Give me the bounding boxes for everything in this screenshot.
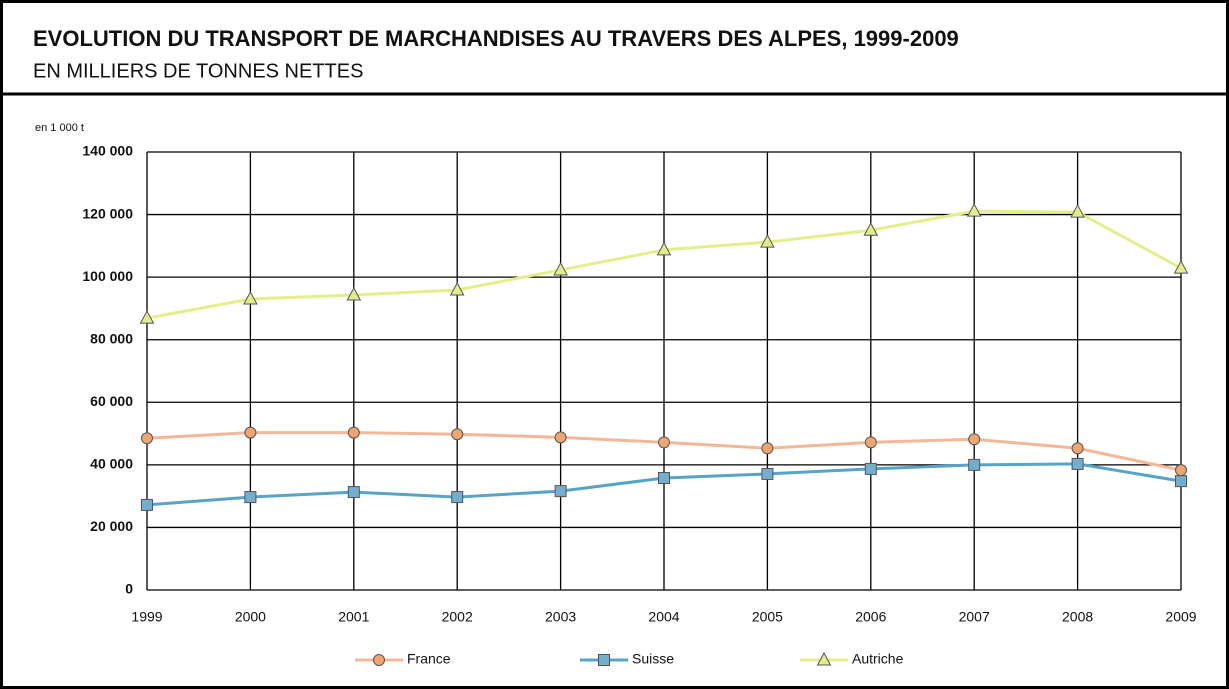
marker — [244, 426, 257, 439]
y-tick-label: 0 — [125, 581, 133, 597]
marker — [451, 428, 464, 441]
x-tick-label: 2006 — [855, 609, 886, 625]
chart-title: EVOLUTION DU TRANSPORT DE MARCHANDISES A… — [33, 26, 959, 51]
marker — [1173, 260, 1189, 274]
legend-label: France — [407, 651, 451, 667]
y-axis-label: en 1 000 t — [35, 122, 84, 134]
marker — [554, 485, 567, 498]
marker — [451, 491, 464, 504]
chart-subtitle: EN MILLIERS DE TONNES NETTES — [33, 60, 363, 82]
y-tick-label: 100 000 — [82, 268, 133, 284]
marker — [243, 290, 258, 305]
y-tick-label: 40 000 — [90, 456, 133, 472]
marker — [347, 486, 360, 499]
x-tick-label: 2005 — [752, 609, 783, 625]
marker — [1175, 464, 1187, 477]
marker — [141, 498, 153, 511]
y-tick-label: 60 000 — [90, 393, 133, 409]
marker — [864, 436, 877, 449]
marker — [346, 286, 362, 301]
marker — [554, 431, 567, 444]
y-tick-label: 80 000 — [90, 330, 133, 346]
marker — [347, 426, 360, 439]
marker — [968, 458, 981, 471]
marker — [139, 310, 155, 324]
x-tick-label: 2003 — [545, 609, 576, 625]
marker — [761, 442, 774, 455]
marker — [760, 234, 775, 248]
x-tick-label: 2008 — [1062, 609, 1093, 625]
marker — [863, 222, 879, 236]
marker — [968, 433, 981, 446]
marker — [816, 651, 832, 666]
marker — [553, 261, 568, 276]
x-tick-label: 2002 — [442, 609, 473, 625]
marker — [373, 654, 385, 666]
marker — [658, 436, 670, 449]
marker — [1071, 457, 1084, 470]
x-tick-label: 1999 — [131, 609, 162, 625]
legend-label: Autriche — [852, 651, 904, 667]
y-tick-label: 20 000 — [90, 518, 133, 534]
x-tick-label: 2000 — [235, 609, 266, 625]
marker — [1071, 442, 1084, 455]
marker — [1175, 475, 1187, 488]
marker — [966, 203, 982, 217]
marker — [656, 241, 672, 256]
x-tick-label: 2001 — [338, 609, 369, 625]
x-tick-label: 2007 — [959, 609, 990, 625]
marker — [1070, 204, 1085, 218]
marker — [449, 281, 465, 296]
marker — [864, 462, 877, 475]
marker — [658, 471, 670, 484]
marker — [141, 432, 153, 445]
marker — [598, 654, 610, 666]
y-tick-label: 140 000 — [82, 143, 133, 159]
y-tick-label: 120 000 — [82, 205, 133, 221]
marker — [244, 491, 257, 504]
legend-label: Suisse — [632, 651, 674, 667]
x-tick-label: 2004 — [648, 609, 679, 625]
marker — [761, 467, 774, 480]
x-tick-label: 2009 — [1165, 609, 1196, 625]
